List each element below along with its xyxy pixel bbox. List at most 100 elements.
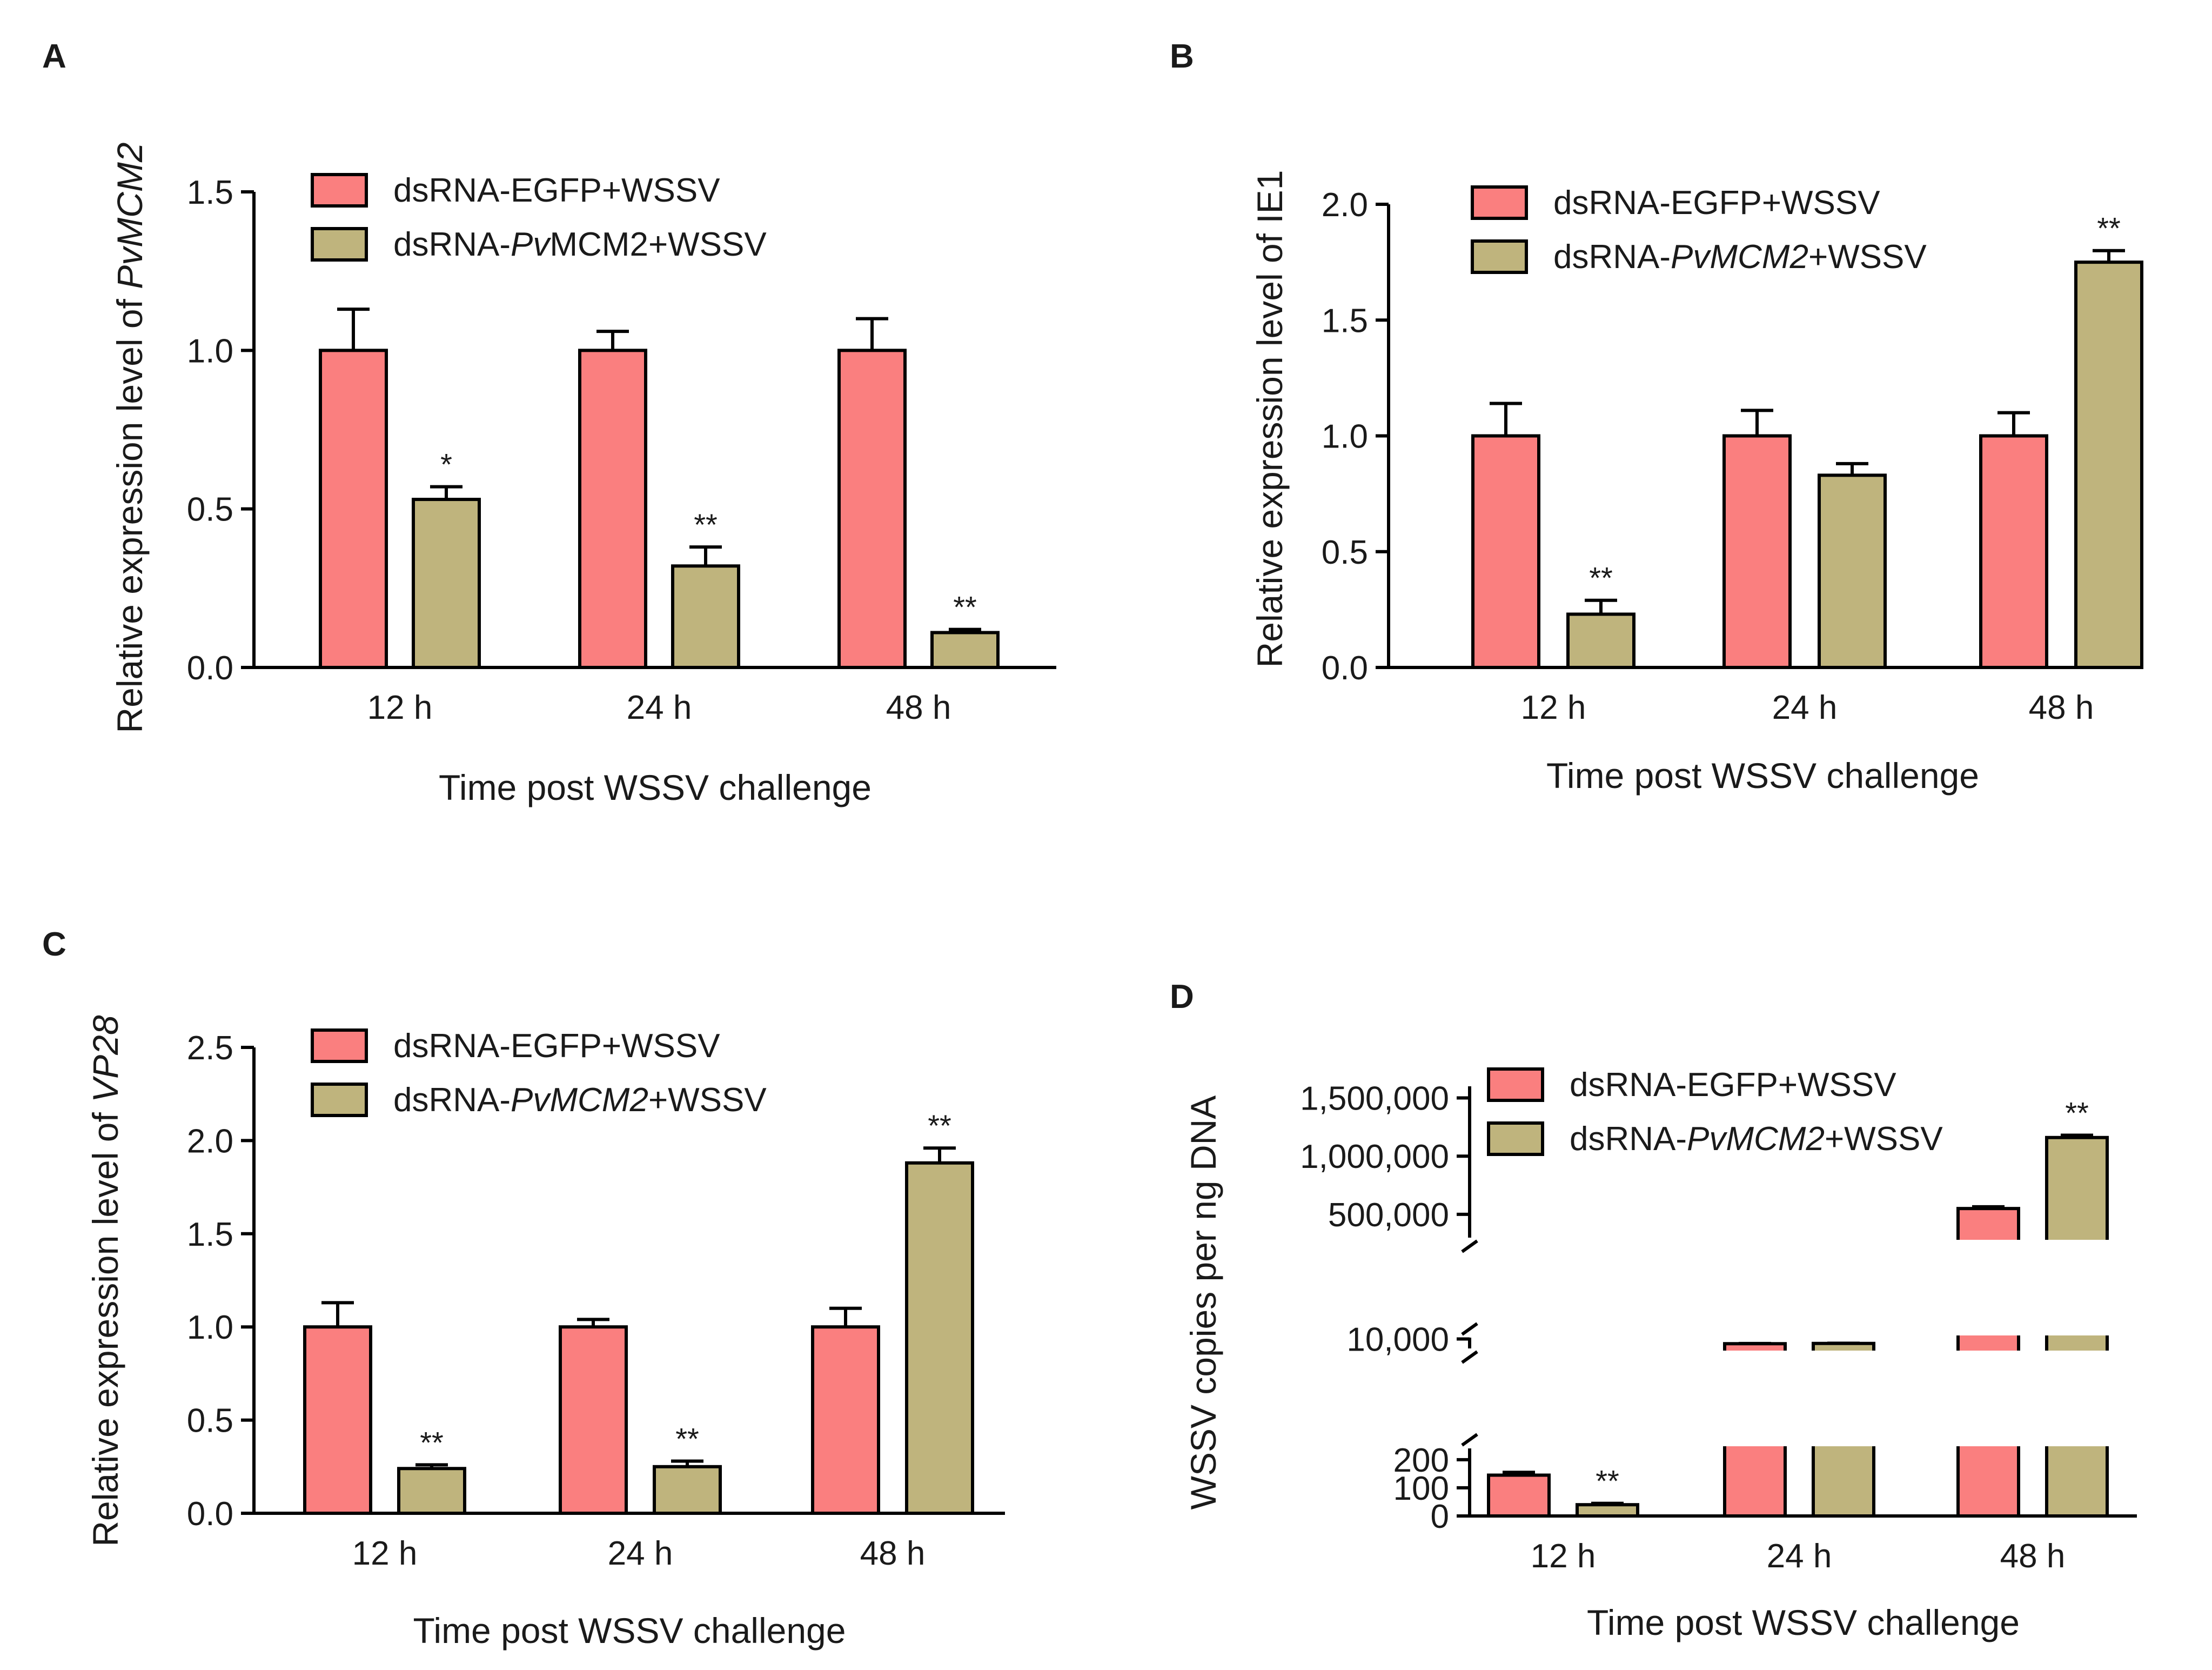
axis-break-mark-2b xyxy=(1461,1239,1478,1253)
bar-2-1 xyxy=(397,1467,466,1515)
bar-1-3 xyxy=(811,1325,880,1515)
bar-1-2 xyxy=(578,349,647,669)
axis-break-mark-1b xyxy=(1461,1350,1478,1364)
legend-label-2: dsRNA-PvMCM2+WSSV xyxy=(1570,1120,1943,1158)
y-tick-label-2: 0.5 xyxy=(1322,534,1368,571)
y-tick-label-4: 1.5 xyxy=(187,174,233,211)
bar-2-2 xyxy=(1818,473,1887,669)
x-tick-label-2: 24 h xyxy=(1767,1538,1832,1575)
legend-swatch-1 xyxy=(311,1028,368,1063)
y-axis-title: Relative expression level of VP28 xyxy=(85,1015,125,1546)
significance-mark-2-3: ** xyxy=(2097,211,2121,245)
axis-break-gap-2 xyxy=(1480,1240,2137,1335)
bar-2-2 xyxy=(671,564,740,670)
y-tick-label-1-1: 0 xyxy=(1431,1498,1449,1535)
bar-2-1 xyxy=(412,498,481,669)
significance-mark-2-1: ** xyxy=(420,1425,444,1459)
axis-break-mark-1a xyxy=(1461,1433,1478,1447)
panel-letter: C xyxy=(42,926,66,963)
y-tick-label-3-1: 500,000 xyxy=(1328,1197,1449,1234)
bar-2-1 xyxy=(1576,1503,1639,1518)
y-tick-label-5: 2.0 xyxy=(187,1123,233,1160)
significance-mark-2-1: ** xyxy=(1589,561,1613,595)
x-axis-title: Time post WSSV challenge xyxy=(1587,1602,2020,1642)
legend-label-2: dsRNA-PvMCM2+WSSV xyxy=(393,226,767,263)
panel-letter: A xyxy=(42,38,66,75)
legend-label-1: dsRNA-EGFP+WSSV xyxy=(393,1027,720,1065)
x-tick-label-1: 12 h xyxy=(367,689,433,726)
y-tick-label-3-2: 1,000,000 xyxy=(1300,1138,1449,1175)
panel-d: D Time post WSSV challenge WSSV copies per… xyxy=(1170,978,2137,1642)
y-tick-label-3: 1.0 xyxy=(1322,418,1368,456)
y-tick-label-2-1: 10,000 xyxy=(1346,1321,1449,1359)
y-tick-label-1-2: 100 xyxy=(1393,1470,1449,1507)
y-tick-label-2: 0.5 xyxy=(187,1402,233,1440)
x-tick-label-3: 48 h xyxy=(886,689,951,726)
significance-mark-2-2: ** xyxy=(694,507,718,542)
legend-label-2: dsRNA-PvMCM2+WSSV xyxy=(1553,238,1927,276)
bar-1-1 xyxy=(319,349,388,669)
bar-1-2 xyxy=(559,1325,628,1515)
y-axis-title: Relative expression level of PvMCM2 xyxy=(110,142,150,733)
significance-mark-2-1: * xyxy=(440,447,452,482)
x-tick-label-1: 12 h xyxy=(1531,1538,1596,1575)
y-tick-label-1: 0.0 xyxy=(1322,650,1368,687)
bar-2-3 xyxy=(930,631,1000,670)
y-tick-label-1-3: 200 xyxy=(1393,1442,1449,1479)
y-tick-label-5: 2.0 xyxy=(1322,186,1368,224)
y-tick-label-3-3: 1,500,000 xyxy=(1300,1080,1449,1118)
significance-mark-2-3: ** xyxy=(2065,1095,2089,1130)
x-tick-label-3: 48 h xyxy=(2000,1538,2066,1575)
bar-2-3 xyxy=(2074,260,2143,669)
legend-swatch-1 xyxy=(1487,1067,1544,1102)
significance-mark-2-3: ** xyxy=(953,590,977,624)
bar-1-1 xyxy=(1487,1473,1551,1518)
axis-break-gap-1 xyxy=(1480,1351,2137,1446)
legend-label-2: dsRNA-PvMCM2+WSSV xyxy=(393,1081,767,1119)
x-axis-title: Time post WSSV challenge xyxy=(1546,756,1979,796)
bar-2-1 xyxy=(1566,612,1635,669)
y-tick-label-4: 1.5 xyxy=(1322,302,1368,339)
x-axis-title: Time post WSSV challenge xyxy=(439,767,872,807)
bar-1-3 xyxy=(1979,434,2048,669)
legend-swatch-1 xyxy=(311,173,368,208)
legend-label-1: dsRNA-EGFP+WSSV xyxy=(1553,184,1880,222)
y-axis-title: Relative expression level of IE1 xyxy=(1250,170,1290,668)
x-tick-label-3: 48 h xyxy=(860,1535,926,1572)
axis-break-mark-2a xyxy=(1461,1322,1478,1336)
y-tick-label-1: 0.0 xyxy=(187,650,233,687)
x-axis-title: Time post WSSV challenge xyxy=(413,1611,846,1651)
legend-swatch-2 xyxy=(311,227,368,262)
legend-label-1: dsRNA-EGFP+WSSV xyxy=(1570,1066,1896,1104)
x-tick-label-1: 12 h xyxy=(352,1535,418,1572)
y-tick-label-2: 0.5 xyxy=(187,491,233,529)
significance-mark-2-2: ** xyxy=(675,1421,699,1455)
panel-a: A Time post WSSV challenge Relative expres… xyxy=(42,38,1056,807)
y-tick-label-3: 1.0 xyxy=(187,332,233,370)
panel-letter: B xyxy=(1170,38,1194,75)
legend-swatch-2 xyxy=(1471,239,1528,274)
legend-swatch-1 xyxy=(1471,185,1528,220)
panel-letter: D xyxy=(1170,978,1194,1016)
y-tick-label-3: 1.0 xyxy=(187,1309,233,1346)
y-tick-label-4: 1.5 xyxy=(187,1216,233,1253)
x-tick-label-1: 12 h xyxy=(1521,689,1586,726)
bar-1-2 xyxy=(1722,434,1792,669)
y-tick-label-1: 0.0 xyxy=(187,1495,233,1533)
x-tick-label-2: 24 h xyxy=(608,1535,673,1572)
bar-2-2 xyxy=(653,1465,722,1515)
bar-2-3 xyxy=(905,1161,974,1515)
y-axis-title: WSSV copies per ng DNA xyxy=(1183,1095,1223,1510)
legend-swatch-2 xyxy=(1487,1121,1544,1156)
x-tick-label-2: 24 h xyxy=(1772,689,1838,726)
legend-label-1: dsRNA-EGFP+WSSV xyxy=(393,172,720,209)
bar-1-1 xyxy=(303,1325,372,1515)
significance-mark-2-3: ** xyxy=(928,1108,951,1143)
significance-mark-2-1: ** xyxy=(1596,1464,1619,1498)
legend-swatch-2 xyxy=(311,1083,368,1117)
panel-c: C Time post WSSV challenge Relative expres… xyxy=(42,926,1005,1651)
x-tick-label-2: 24 h xyxy=(627,689,692,726)
y-tick-label-6: 2.5 xyxy=(187,1030,233,1067)
panel-b: B Time post WSSV challenge Relative expres… xyxy=(1170,38,2143,796)
